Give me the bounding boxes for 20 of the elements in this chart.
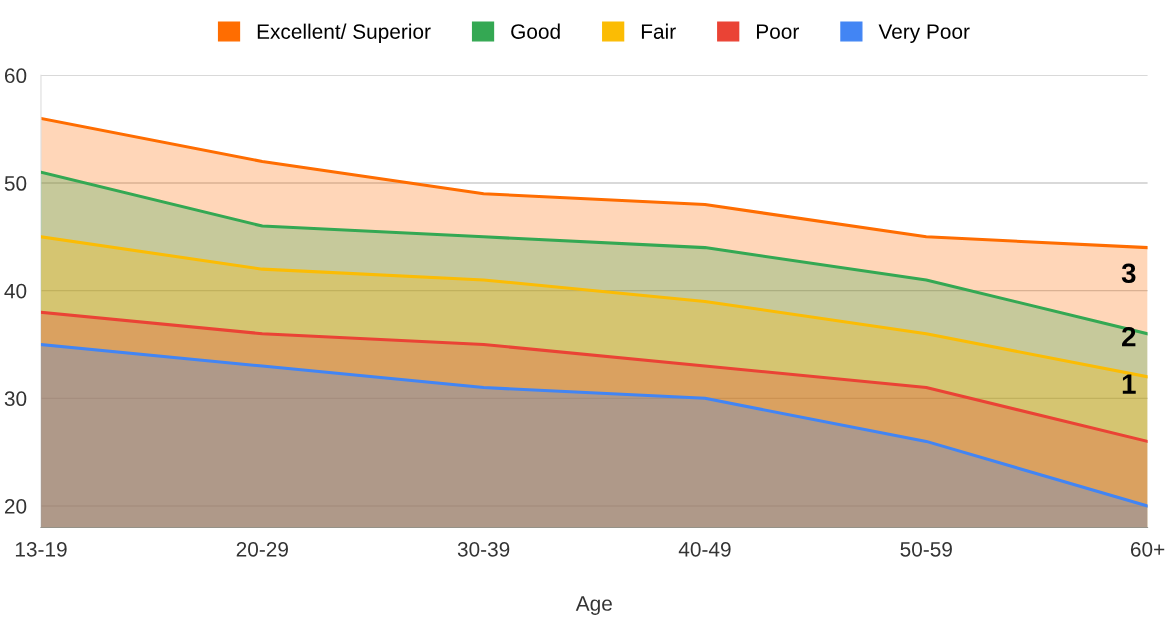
legend-label: Fair: [641, 23, 676, 39]
legend-label: Good: [511, 23, 560, 39]
x-axis-title: Age: [575, 596, 612, 615]
y-tick-label: 20: [4, 498, 27, 514]
y-tick-label: 30: [4, 391, 27, 407]
y-tick-label: 40: [4, 283, 27, 299]
x-tick-label: 13-19: [15, 541, 67, 557]
annotation: 1: [1122, 374, 1136, 394]
legend-label: Poor: [757, 24, 799, 39]
legend-label: Excellent/ Superior: [257, 23, 431, 44]
annotation: 2: [1122, 326, 1136, 347]
legend-label: Very Poor: [878, 24, 970, 44]
annotation: 3: [1121, 263, 1136, 284]
x-tick-label: 30-39: [457, 541, 510, 557]
x-tick-label: 60+: [1130, 541, 1165, 557]
x-tick-label: 50-59: [900, 541, 952, 557]
y-tick-label: 60: [4, 68, 27, 84]
x-tick-label: 20-29: [236, 541, 288, 557]
y-tick-label: 50: [4, 176, 27, 191]
x-tick-label: 40-49: [678, 541, 731, 557]
